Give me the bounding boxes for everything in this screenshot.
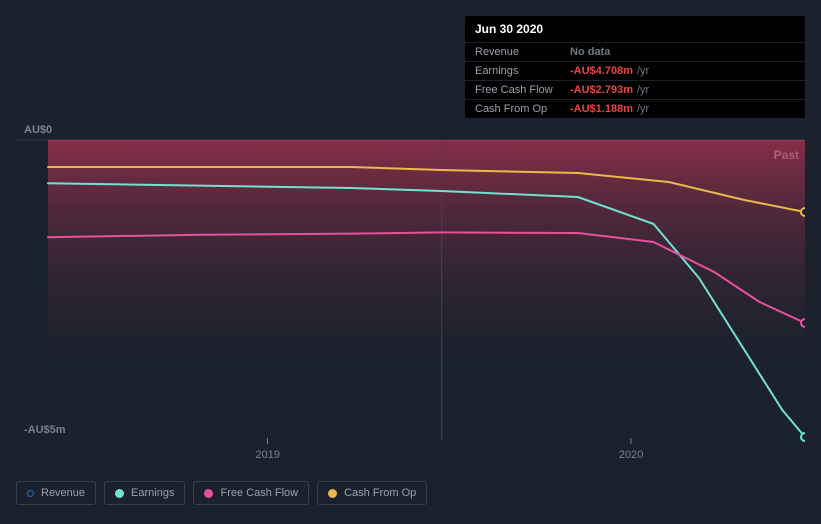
legend-item[interactable]: Revenue — [16, 481, 96, 505]
tooltip-row-value: -AU$2.793m — [570, 84, 633, 96]
legend-swatch — [328, 489, 337, 498]
legend-label: Earnings — [131, 487, 174, 499]
x-axis-label: 2019 — [256, 449, 280, 461]
tooltip-row-unit: /yr — [637, 65, 649, 77]
tooltip-row: Earnings-AU$4.708m/yr — [465, 61, 805, 80]
legend: Revenue Earnings Free Cash Flow Cash From O… — [16, 481, 427, 505]
tooltip-row: RevenueNo data — [465, 42, 805, 61]
tooltip-row: Cash From Op-AU$1.188m/yr — [465, 99, 805, 118]
tooltip-row-value: -AU$1.188m — [570, 103, 633, 115]
chart-container: { "tooltip": { "date": "Jun 30 2020", "r… — [0, 0, 821, 524]
tooltip-row-value: No data — [570, 46, 610, 58]
legend-label: Cash From Op — [344, 487, 416, 499]
legend-item[interactable]: Free Cash Flow — [193, 481, 309, 505]
legend-label: Free Cash Flow — [220, 487, 298, 499]
tooltip-row-label: Cash From Op — [475, 103, 570, 115]
tooltip-row: Free Cash Flow-AU$2.793m/yr — [465, 80, 805, 99]
tooltip-date: Jun 30 2020 — [465, 16, 805, 42]
data-tooltip: Jun 30 2020 RevenueNo dataEarnings-AU$4.… — [465, 16, 805, 118]
tooltip-row-unit: /yr — [637, 103, 649, 115]
legend-swatch — [204, 489, 213, 498]
tooltip-row-label: Free Cash Flow — [475, 84, 570, 96]
tooltip-row-label: Earnings — [475, 65, 570, 77]
x-axis-label: 2020 — [619, 449, 643, 461]
legend-swatch — [27, 490, 34, 497]
chart-svg — [16, 120, 805, 460]
legend-item[interactable]: Cash From Op — [317, 481, 427, 505]
tooltip-row-unit: /yr — [637, 84, 649, 96]
legend-label: Revenue — [41, 487, 85, 499]
tooltip-row-value: -AU$4.708m — [570, 65, 633, 77]
chart-plot — [16, 120, 805, 460]
tooltip-row-label: Revenue — [475, 46, 570, 58]
legend-swatch — [115, 489, 124, 498]
legend-item[interactable]: Earnings — [104, 481, 185, 505]
